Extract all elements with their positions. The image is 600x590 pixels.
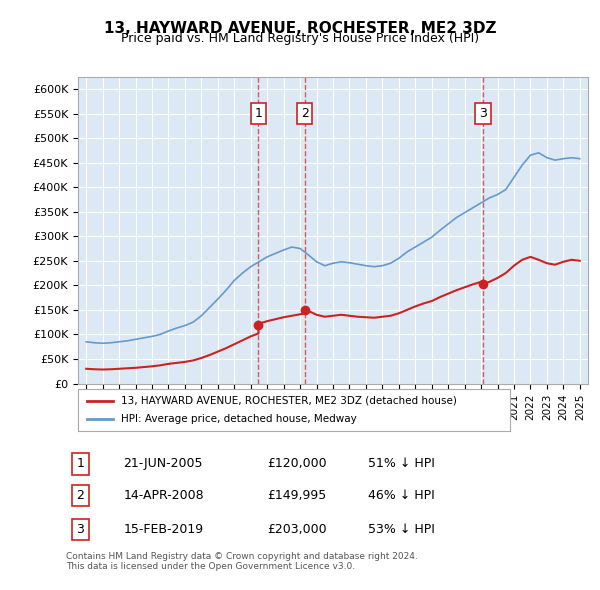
Text: Price paid vs. HM Land Registry's House Price Index (HPI): Price paid vs. HM Land Registry's House … [121, 32, 479, 45]
Text: 15-FEB-2019: 15-FEB-2019 [124, 523, 204, 536]
Text: £203,000: £203,000 [268, 523, 327, 536]
Text: £120,000: £120,000 [268, 457, 327, 470]
Text: 3: 3 [479, 107, 487, 120]
Text: 2: 2 [76, 489, 85, 502]
Text: 14-APR-2008: 14-APR-2008 [124, 489, 204, 502]
Text: £149,995: £149,995 [268, 489, 327, 502]
Text: 51% ↓ HPI: 51% ↓ HPI [368, 457, 435, 470]
Text: 46% ↓ HPI: 46% ↓ HPI [368, 489, 435, 502]
Text: 1: 1 [76, 457, 85, 470]
Text: 13, HAYWARD AVENUE, ROCHESTER, ME2 3DZ: 13, HAYWARD AVENUE, ROCHESTER, ME2 3DZ [104, 21, 496, 35]
Text: 13, HAYWARD AVENUE, ROCHESTER, ME2 3DZ (detached house): 13, HAYWARD AVENUE, ROCHESTER, ME2 3DZ (… [121, 396, 457, 406]
Text: 53% ↓ HPI: 53% ↓ HPI [368, 523, 435, 536]
Text: HPI: Average price, detached house, Medway: HPI: Average price, detached house, Medw… [121, 414, 357, 424]
Text: 2: 2 [301, 107, 308, 120]
Text: 21-JUN-2005: 21-JUN-2005 [124, 457, 203, 470]
Text: 3: 3 [76, 523, 85, 536]
Text: 1: 1 [254, 107, 262, 120]
Text: Contains HM Land Registry data © Crown copyright and database right 2024.
This d: Contains HM Land Registry data © Crown c… [66, 552, 418, 571]
